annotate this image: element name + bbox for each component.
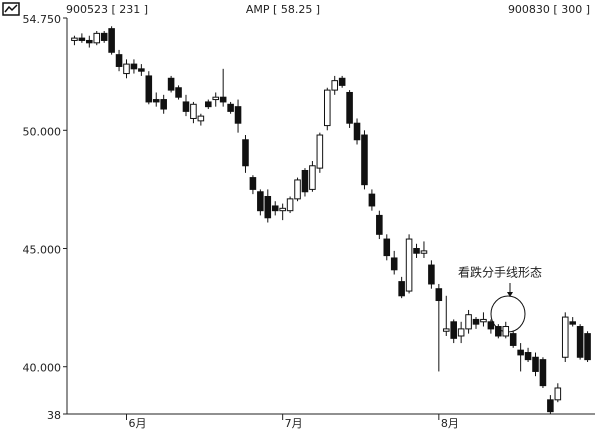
candle-body bbox=[309, 165, 316, 190]
candle-body bbox=[86, 39, 93, 44]
candle-body bbox=[294, 179, 301, 200]
candle-body bbox=[539, 359, 547, 387]
candle-body bbox=[190, 103, 197, 119]
y-tick-label: 50.000 bbox=[23, 125, 62, 138]
candle-body bbox=[145, 75, 153, 103]
y-tick-label: 54.750 bbox=[23, 13, 62, 26]
candle-body bbox=[480, 318, 487, 323]
candle-body bbox=[576, 326, 584, 358]
candle-body bbox=[376, 214, 383, 235]
candle-body bbox=[465, 314, 472, 330]
candle-body bbox=[323, 89, 331, 127]
app-icon bbox=[2, 2, 20, 16]
candle-body bbox=[383, 238, 391, 257]
candle-body bbox=[78, 37, 86, 41]
candle-body bbox=[547, 399, 554, 413]
candle-body bbox=[123, 63, 130, 75]
candle-body bbox=[532, 356, 539, 372]
candle-body bbox=[286, 198, 294, 212]
candle-body bbox=[160, 99, 167, 110]
candle-body bbox=[435, 288, 443, 302]
candle-body bbox=[152, 99, 160, 103]
candle-body bbox=[346, 91, 353, 124]
candle-body bbox=[249, 177, 257, 190]
y-tick-label: 38 bbox=[47, 409, 61, 422]
candle-body bbox=[509, 333, 517, 346]
header-left: 900523 [ 231 ] bbox=[66, 3, 148, 16]
y-tick-label: 45.000 bbox=[23, 244, 62, 257]
candle-body bbox=[368, 193, 376, 207]
candle-body bbox=[205, 101, 212, 108]
candle-body bbox=[175, 87, 182, 98]
candle-body bbox=[584, 333, 591, 361]
candle-body bbox=[338, 77, 346, 86]
candle-body bbox=[71, 37, 78, 41]
candle-body bbox=[428, 264, 435, 285]
annotation: 看跌分手线形态 bbox=[458, 265, 542, 280]
candle-body bbox=[405, 238, 413, 292]
candle-body bbox=[108, 28, 115, 53]
candle-body bbox=[316, 134, 324, 169]
candle-body bbox=[264, 195, 272, 219]
candle-body bbox=[420, 250, 428, 254]
candle-body bbox=[138, 68, 145, 72]
candle-body bbox=[271, 205, 279, 212]
candle-body bbox=[554, 387, 562, 401]
x-tick-label: 6月 bbox=[128, 417, 146, 430]
candle-body bbox=[398, 281, 405, 297]
candle-body bbox=[219, 96, 227, 103]
candle-body bbox=[234, 106, 242, 124]
candle-body bbox=[413, 248, 420, 254]
header-right: 900830 [ 300 ] bbox=[508, 3, 590, 16]
candle-body bbox=[487, 321, 495, 330]
candle-body bbox=[457, 328, 465, 337]
candle-body bbox=[227, 103, 234, 112]
candle-body bbox=[115, 54, 123, 67]
candle-body bbox=[93, 32, 101, 44]
x-tick-label: 7月 bbox=[285, 417, 303, 430]
candle-body bbox=[450, 321, 457, 339]
candle-body bbox=[100, 32, 108, 41]
candle-body bbox=[390, 257, 398, 271]
candle-body bbox=[361, 134, 368, 186]
candle-body bbox=[524, 352, 532, 361]
annotation-arrowhead bbox=[507, 292, 513, 297]
candle-body bbox=[472, 318, 480, 325]
candle-body bbox=[569, 321, 576, 325]
candle-body bbox=[442, 328, 450, 332]
candle-body bbox=[130, 63, 138, 70]
candle-body bbox=[301, 169, 309, 193]
candle-body bbox=[331, 80, 339, 91]
candle-body bbox=[279, 207, 286, 212]
candle-body bbox=[242, 139, 249, 167]
candle-body bbox=[167, 77, 175, 91]
candle-body bbox=[182, 101, 190, 112]
y-tick-label: 40.000 bbox=[23, 362, 62, 375]
candle-body bbox=[197, 115, 205, 122]
candle-body bbox=[212, 96, 220, 101]
chart-title: AMP [ 58.25 ] bbox=[246, 3, 320, 16]
candle-body bbox=[257, 191, 264, 212]
candle-body bbox=[353, 122, 361, 141]
candle-body bbox=[495, 326, 502, 337]
x-tick-label: 8月 bbox=[441, 417, 459, 430]
candle-body bbox=[517, 349, 524, 356]
candle-body bbox=[561, 316, 569, 358]
candle-body bbox=[502, 326, 510, 337]
